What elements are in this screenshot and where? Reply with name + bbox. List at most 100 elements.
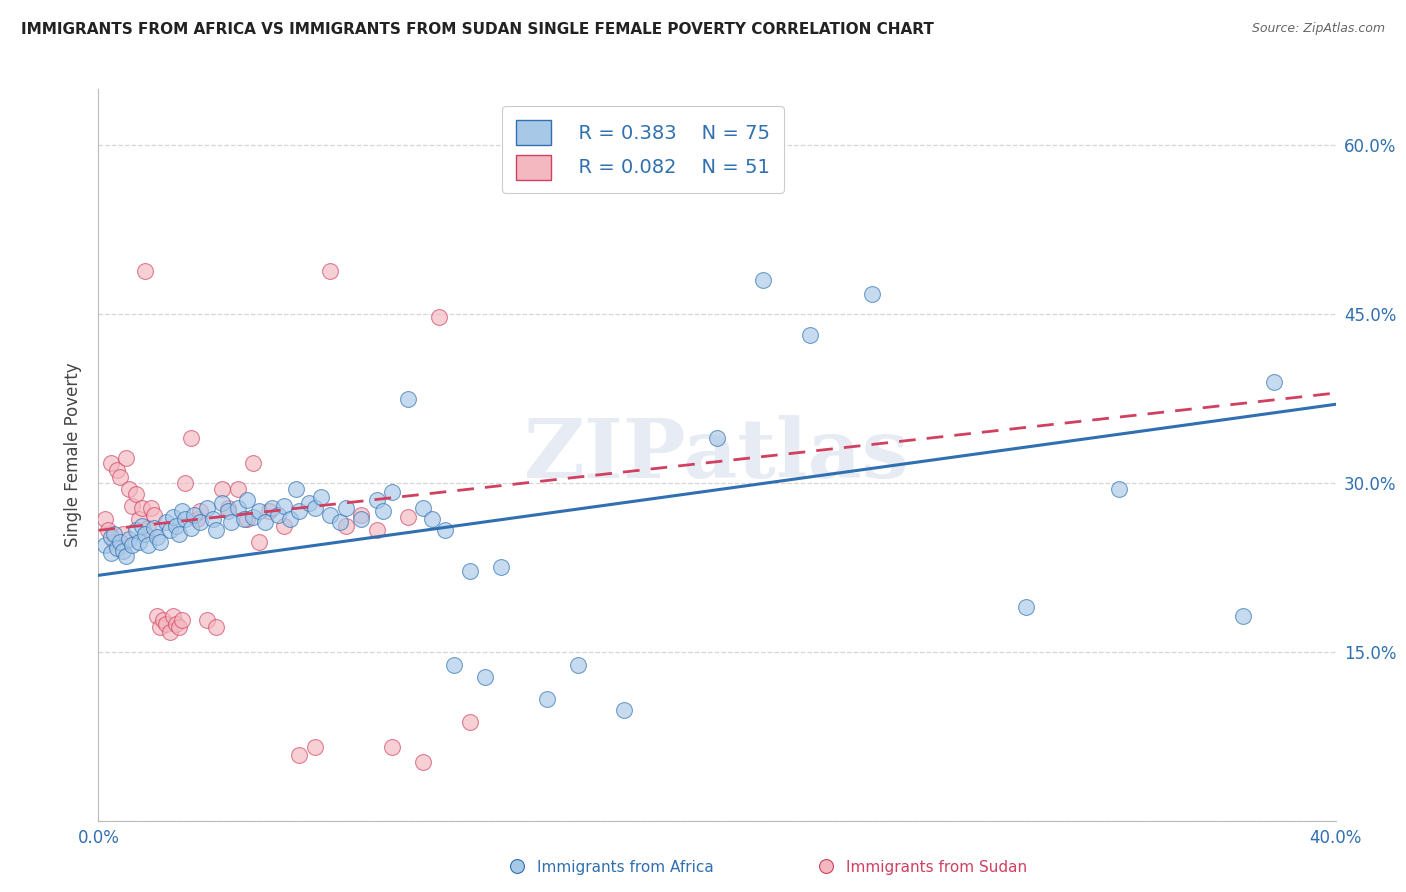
Point — [217, 504, 239, 518]
Point — [226, 482, 249, 496]
Point — [155, 516, 177, 530]
Y-axis label: Single Female Poverty: Single Female Poverty — [65, 363, 83, 547]
Point — [366, 492, 388, 507]
Point — [304, 500, 326, 515]
Point — [329, 516, 352, 530]
Point — [195, 500, 218, 515]
Point — [152, 613, 174, 627]
Point — [1232, 608, 1254, 623]
Point — [236, 512, 259, 526]
Point — [103, 534, 125, 549]
Point — [350, 512, 373, 526]
Point — [128, 512, 150, 526]
Point — [146, 530, 169, 544]
Point — [752, 273, 775, 287]
Point — [217, 500, 239, 515]
Point — [350, 508, 373, 522]
Point — [159, 624, 181, 639]
Point — [273, 518, 295, 533]
Point — [236, 492, 259, 507]
Point — [1108, 482, 1130, 496]
Point — [115, 549, 138, 564]
Point — [105, 462, 128, 476]
Point — [100, 546, 122, 560]
Point — [567, 658, 589, 673]
Point — [136, 521, 159, 535]
Point — [165, 616, 187, 631]
Point — [319, 264, 342, 278]
Point — [118, 533, 141, 547]
Point — [97, 524, 120, 538]
Point — [226, 500, 249, 515]
Point — [183, 508, 205, 522]
Point — [319, 508, 342, 522]
Text: Source: ZipAtlas.com: Source: ZipAtlas.com — [1251, 22, 1385, 36]
Point — [174, 512, 197, 526]
Point — [254, 516, 277, 530]
Point — [139, 500, 162, 515]
Point — [506, 858, 529, 872]
Point — [273, 499, 295, 513]
Point — [167, 620, 190, 634]
Point — [100, 530, 122, 544]
Point — [211, 482, 233, 496]
Point — [211, 496, 233, 510]
Point — [112, 543, 135, 558]
Point — [115, 451, 138, 466]
Point — [489, 560, 512, 574]
Point — [180, 521, 202, 535]
Point — [335, 500, 357, 515]
Point — [108, 470, 131, 484]
Point — [260, 500, 283, 515]
Point — [304, 740, 326, 755]
Point — [221, 516, 243, 530]
Point — [433, 524, 456, 538]
Point — [335, 518, 357, 533]
Point — [134, 264, 156, 278]
Point — [288, 748, 311, 763]
Point — [309, 490, 332, 504]
Point — [536, 692, 558, 706]
Point — [201, 512, 224, 526]
Point — [124, 487, 146, 501]
Point — [180, 431, 202, 445]
Point — [371, 504, 394, 518]
Point — [146, 608, 169, 623]
Point — [174, 476, 197, 491]
Text: ZIPatlas: ZIPatlas — [524, 415, 910, 495]
Point — [112, 526, 135, 541]
Point — [108, 534, 131, 549]
Point — [396, 392, 419, 406]
Point — [458, 714, 481, 729]
Point — [124, 524, 146, 538]
Legend:   R = 0.383    N = 75,   R = 0.082    N = 51: R = 0.383 N = 75, R = 0.082 N = 51 — [502, 106, 783, 194]
Point — [162, 509, 184, 524]
Point — [121, 538, 143, 552]
Point — [285, 482, 308, 496]
Point — [93, 512, 115, 526]
Point — [1015, 599, 1038, 614]
Point — [381, 740, 404, 755]
Point — [136, 538, 159, 552]
Point — [396, 509, 419, 524]
Point — [149, 620, 172, 634]
Point — [121, 499, 143, 513]
Point — [381, 485, 404, 500]
Text: Immigrants from Africa: Immigrants from Africa — [537, 860, 714, 874]
Point — [267, 508, 290, 522]
Point — [195, 613, 218, 627]
Point — [100, 456, 122, 470]
Point — [128, 534, 150, 549]
Point — [247, 534, 270, 549]
Point — [134, 526, 156, 541]
Point — [105, 541, 128, 556]
Point — [298, 496, 321, 510]
Point — [427, 310, 450, 324]
Point — [143, 521, 166, 535]
Point — [278, 512, 301, 526]
Point — [257, 504, 280, 518]
Point — [186, 512, 208, 526]
Point — [474, 670, 496, 684]
Point — [242, 456, 264, 470]
Point — [93, 538, 115, 552]
